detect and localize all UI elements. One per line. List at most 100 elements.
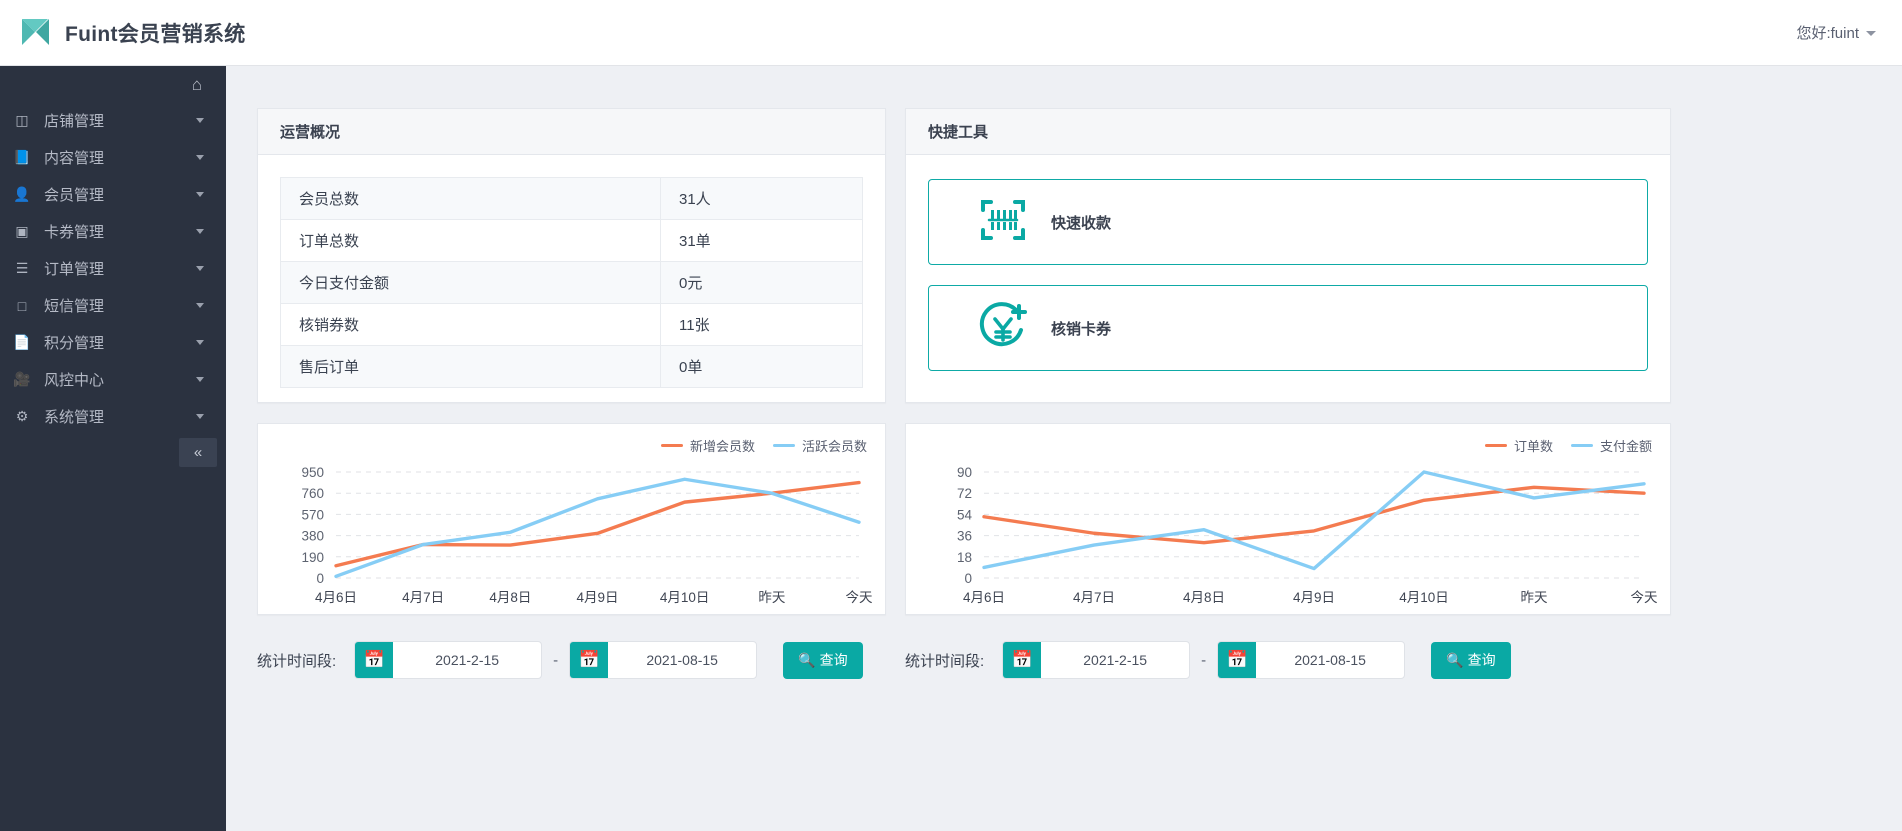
- yuan-plus-icon: [977, 300, 1029, 357]
- table-row: 订单总数 31单: [280, 219, 863, 262]
- chevron-down-icon: [196, 192, 204, 197]
- list-icon: ☰: [15, 260, 29, 276]
- order-chart-filter-row: 统计时间段: 📅 2021-2-15 - 📅 2021-08-15 🔍 查询: [905, 641, 1511, 679]
- y-axis-tick-label: 36: [957, 529, 972, 544]
- chevron-down-icon: [196, 340, 204, 345]
- x-axis-tick-label: 昨天: [1521, 590, 1549, 605]
- columns-icon: ◫: [15, 112, 29, 128]
- order-query-button[interactable]: 🔍 查询: [1431, 641, 1511, 679]
- chevron-down-icon: [196, 155, 204, 160]
- sidebar-item-8[interactable]: ⚙ 系统管理: [0, 398, 226, 435]
- sidebar-home-row[interactable]: ⌂: [0, 66, 226, 102]
- sidebar-item-0[interactable]: ◫ 店铺管理: [0, 102, 226, 139]
- legend-item-orders[interactable]: 订单数: [1484, 436, 1553, 455]
- x-axis-tick-label: 昨天: [758, 590, 785, 605]
- sidebar-item-label: 内容管理: [44, 150, 105, 167]
- sidebar-nav: ⌂ ◫ 店铺管理 📘 内容管理 👤 会员管理 ▣ 卡券管理 ☰ 订单管理 □ 短信管理 📄 积分管理 🎥 风控…: [0, 66, 226, 831]
- sidebar-item-label: 订单管理: [44, 261, 105, 278]
- triangle-logo-icon: [22, 19, 49, 46]
- legend-label-new-members: 新增会员数: [689, 439, 755, 454]
- x-axis-tick-label: 4月6日: [315, 590, 357, 605]
- chevron-down-icon: [196, 303, 204, 308]
- barcode-scan-icon: [977, 194, 1029, 251]
- order-filter-label: 统计时间段:: [905, 652, 985, 670]
- legend-label-payment-amount: 支付金额: [1599, 439, 1652, 454]
- overview-row-value: 31人: [660, 177, 863, 220]
- redeem-coupon-button[interactable]: 核销卡券: [928, 285, 1648, 371]
- sidebar-item-3[interactable]: ▣ 卡券管理: [0, 213, 226, 250]
- calendar-icon: 📅: [355, 642, 394, 678]
- order-date-separator: -: [1201, 651, 1207, 669]
- file-icon: 📄: [13, 334, 31, 350]
- legend-swatch-payment-amount: [1570, 444, 1593, 447]
- sidebar-item-4[interactable]: ☰ 订单管理: [0, 250, 226, 287]
- member-trend-chart-card: 新增会员数 活跃会员数 0 190 380 570 760 950 4月6日 4月7日 4月8日…: [257, 423, 886, 615]
- member-filter-label: 统计时间段:: [257, 652, 337, 670]
- x-axis-tick-label: 4月8日: [489, 590, 531, 605]
- legend-item-active-members[interactable]: 活跃会员数: [772, 436, 867, 455]
- x-axis-tick-label: 4月6日: [963, 590, 1005, 605]
- sidebar-item-5[interactable]: □ 短信管理: [0, 287, 226, 324]
- sidebar-item-2[interactable]: 👤 会员管理: [0, 176, 226, 213]
- sidebar-item-label: 会员管理: [44, 187, 105, 204]
- sidebar-item-label: 短信管理: [44, 298, 105, 315]
- legend-label-orders: 订单数: [1513, 439, 1553, 454]
- x-axis-tick-label: 今天: [846, 590, 874, 605]
- app-title: Fuint会员营销系统: [65, 22, 246, 46]
- x-axis-tick-label: 4月10日: [660, 590, 710, 605]
- sidebar-item-7[interactable]: 🎥 风控中心: [0, 361, 226, 398]
- order-trend-chart: 0 18 36 54 72 90 4月6日 4月7日 4月8日 4月9日 4月10日 昨天 今天: [957, 465, 1658, 605]
- operations-overview-card: 运营概况 会员总数 31人 订单总数 31单 今日支付金额 0元 核销券数 11张 售后订单 0单: [257, 108, 886, 403]
- table-row: 会员总数 31人: [280, 177, 863, 220]
- x-axis-tick-label: 4月8日: [1183, 590, 1225, 605]
- user-greeting-label: 您好:fuint: [1796, 25, 1859, 42]
- member-query-label: 查询: [819, 652, 848, 668]
- order-start-date-field[interactable]: 📅 2021-2-15: [1002, 641, 1191, 679]
- order-chart-legend: 订单数 支付金额: [1484, 436, 1652, 455]
- series-line: [334, 477, 861, 579]
- member-chart-filter-row: 统计时间段: 📅 2021-2-15 - 📅 2021-08-15 🔍 查询: [257, 641, 863, 679]
- legend-swatch-orders: [1484, 444, 1507, 447]
- member-query-button[interactable]: 🔍 查询: [783, 641, 863, 679]
- legend-swatch-active-members: [772, 444, 795, 447]
- overview-row-key: 售后订单: [280, 345, 661, 388]
- legend-label-active-members: 活跃会员数: [801, 439, 867, 454]
- y-axis-tick-label: 0: [964, 571, 972, 586]
- tools-card-header: 快捷工具: [906, 109, 1670, 155]
- calendar-icon: 📅: [1003, 642, 1042, 678]
- member-start-date-field[interactable]: 📅 2021-2-15: [354, 641, 543, 679]
- member-date-separator: -: [553, 651, 559, 669]
- sidebar-item-list: ◫ 店铺管理 📘 内容管理 👤 会员管理 ▣ 卡券管理 ☰ 订单管理 □ 短信管理 📄 积分管理 🎥 风控中心…: [0, 102, 226, 435]
- x-axis-tick-label: 4月10日: [1399, 590, 1449, 605]
- order-trend-chart-card: 订单数 支付金额 0 18 36 54 72 90 4月6日 4月7日 4月8日 4月9日 4月10…: [905, 423, 1671, 615]
- member-end-date-field[interactable]: 📅 2021-08-15: [569, 641, 758, 679]
- brand-area: Fuint会员营销系统: [0, 18, 246, 48]
- sidebar-item-6[interactable]: 📄 积分管理: [0, 324, 226, 361]
- sidebar-item-1[interactable]: 📘 内容管理: [0, 139, 226, 176]
- y-axis-tick-label: 90: [957, 465, 972, 480]
- y-axis-tick-label: 0: [316, 571, 324, 586]
- sidebar-item-label: 系统管理: [44, 409, 105, 426]
- overview-row-value: 31单: [660, 219, 863, 262]
- x-axis-tick-label: 4月9日: [1293, 590, 1335, 605]
- chevron-down-icon: [196, 377, 204, 382]
- order-end-date-value: 2021-08-15: [1294, 652, 1366, 668]
- member-chart-legend: 新增会员数 活跃会员数: [660, 436, 867, 455]
- overview-row-key: 今日支付金额: [280, 261, 661, 304]
- quick-tools-card: 快捷工具: [905, 108, 1671, 403]
- table-row: 核销券数 11张: [280, 303, 863, 346]
- overview-card-body: 会员总数 31人 订单总数 31单 今日支付金额 0元 核销券数 11张 售后订单 0单: [258, 155, 885, 388]
- quick-payment-button[interactable]: 快速收款: [928, 179, 1648, 265]
- x-axis-tick-label: 4月9日: [576, 590, 618, 605]
- legend-item-payment-amount[interactable]: 支付金额: [1570, 436, 1652, 455]
- legend-item-new-members[interactable]: 新增会员数: [660, 436, 755, 455]
- series-line: [982, 470, 1646, 571]
- user-menu[interactable]: 您好:fuint: [1796, 22, 1902, 43]
- calendar-icon: 📅: [1218, 642, 1257, 678]
- home-icon[interactable]: ⌂: [191, 74, 202, 94]
- redeem-coupon-label: 核销卡券: [1051, 320, 1112, 338]
- sidebar-item-label: 店铺管理: [44, 113, 105, 130]
- member-trend-chart: 0 190 380 570 760 950 4月6日 4月7日 4月8日 4月9日 4月10日 昨天 今…: [301, 465, 874, 605]
- sidebar-collapse-button[interactable]: «: [179, 438, 217, 467]
- order-end-date-field[interactable]: 📅 2021-08-15: [1217, 641, 1406, 679]
